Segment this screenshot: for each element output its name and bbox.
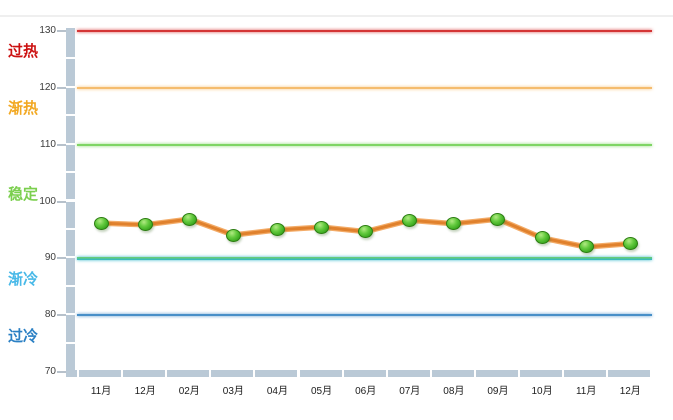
data-point-marker-4 bbox=[269, 223, 285, 237]
y-axis-bar-segment bbox=[66, 229, 75, 257]
y-tick-label-80: 80 bbox=[44, 309, 56, 321]
x-axis-bar-segment bbox=[79, 370, 122, 377]
x-axis-bar-segment bbox=[475, 370, 518, 377]
threshold-line-90 bbox=[77, 257, 652, 261]
data-point-marker-5 bbox=[314, 220, 330, 234]
y-tick-label-110: 110 bbox=[40, 138, 56, 150]
data-point-marker-8 bbox=[446, 217, 462, 231]
y-axis-bar-segment bbox=[66, 173, 75, 200]
x-tick-label-9: 09月 bbox=[487, 386, 509, 397]
y-tick-label-70: 70 bbox=[44, 366, 56, 377]
x-tick-label-0: 11月 bbox=[90, 386, 112, 397]
zone-label-3: 渐冷 bbox=[8, 270, 39, 288]
y-tick-label-100: 100 bbox=[39, 195, 56, 207]
x-axis-bar-segment bbox=[431, 370, 474, 377]
x-axis-bar-segment bbox=[608, 370, 651, 377]
y-tick-dash-90 bbox=[57, 257, 66, 260]
x-tick-label-10: 10月 bbox=[531, 386, 553, 397]
threshold-line-110 bbox=[77, 143, 652, 146]
zone-label-2: 稳定 bbox=[8, 185, 39, 203]
x-axis-bar-segment bbox=[167, 370, 210, 377]
data-point-marker-6 bbox=[358, 225, 374, 239]
y-tick-dash-130 bbox=[57, 30, 66, 32]
y-axis-bar-segment bbox=[66, 144, 75, 172]
x-tick-label-4: 04月 bbox=[266, 386, 288, 397]
data-point-marker-0 bbox=[93, 216, 109, 230]
data-point-marker-11 bbox=[578, 240, 594, 254]
data-point-marker-1 bbox=[137, 218, 153, 232]
x-axis-bar-segment bbox=[123, 370, 166, 377]
chart-top-border bbox=[0, 15, 673, 17]
x-tick-label-11: 11月 bbox=[575, 386, 597, 397]
data-point-marker-9 bbox=[490, 212, 506, 226]
data-point-marker-12 bbox=[622, 237, 638, 251]
threshold-line-120 bbox=[77, 86, 652, 89]
y-tick-dash-70 bbox=[57, 371, 66, 373]
x-tick-label-1: 12月 bbox=[134, 386, 156, 397]
x-axis-bar-segment bbox=[255, 370, 298, 377]
x-tick-label-5: 05月 bbox=[310, 386, 333, 397]
x-axis-bar-segment bbox=[343, 370, 386, 377]
y-axis-bar-segment bbox=[66, 59, 75, 86]
y-axis-bar-segment bbox=[66, 87, 75, 115]
x-tick-label-8: 08月 bbox=[443, 386, 465, 397]
x-tick-label-12: 12月 bbox=[619, 386, 641, 397]
y-axis-bar-segment bbox=[66, 258, 75, 285]
y-axis-bar-segment bbox=[66, 201, 75, 228]
y-axis-bar-segment bbox=[66, 116, 75, 143]
data-point-marker-7 bbox=[402, 213, 418, 227]
y-tick-dash-120 bbox=[57, 86, 66, 89]
zone-label-4: 过冷 bbox=[8, 327, 39, 345]
x-axis-bar-segment bbox=[299, 370, 342, 377]
y-axis-bar-segment bbox=[66, 343, 75, 370]
x-axis-bar-segment bbox=[211, 370, 254, 377]
y-axis-bar-segment bbox=[66, 286, 75, 314]
zone-label-0: 过热 bbox=[8, 43, 39, 61]
y-tick-label-90: 90 bbox=[44, 252, 56, 264]
x-tick-label-7: 07月 bbox=[399, 386, 421, 397]
y-axis-bar-segment bbox=[66, 28, 75, 58]
data-point-marker-3 bbox=[225, 228, 241, 242]
data-point-marker-10 bbox=[534, 231, 550, 245]
x-axis-bar-segment bbox=[564, 370, 607, 377]
x-tick-label-6: 06月 bbox=[355, 386, 377, 397]
y-tick-dash-110 bbox=[57, 143, 66, 146]
threshold-line-130 bbox=[77, 30, 652, 32]
y-axis-bar-segment bbox=[66, 315, 75, 342]
x-axis-bar-segment bbox=[387, 370, 430, 377]
data-point-marker-2 bbox=[181, 212, 197, 226]
x-tick-label-2: 02月 bbox=[178, 386, 200, 397]
zone-label-1: 渐热 bbox=[8, 100, 39, 118]
threshold-line-80 bbox=[77, 314, 652, 317]
y-tick-label-120: 120 bbox=[39, 81, 56, 93]
x-axis-bar-corner bbox=[66, 370, 77, 377]
y-tick-label-130: 130 bbox=[39, 25, 56, 36]
y-tick-dash-80 bbox=[57, 314, 66, 317]
x-tick-label-3: 03月 bbox=[222, 386, 244, 397]
x-axis-bar-segment bbox=[520, 370, 563, 377]
y-tick-dash-100 bbox=[57, 200, 66, 203]
